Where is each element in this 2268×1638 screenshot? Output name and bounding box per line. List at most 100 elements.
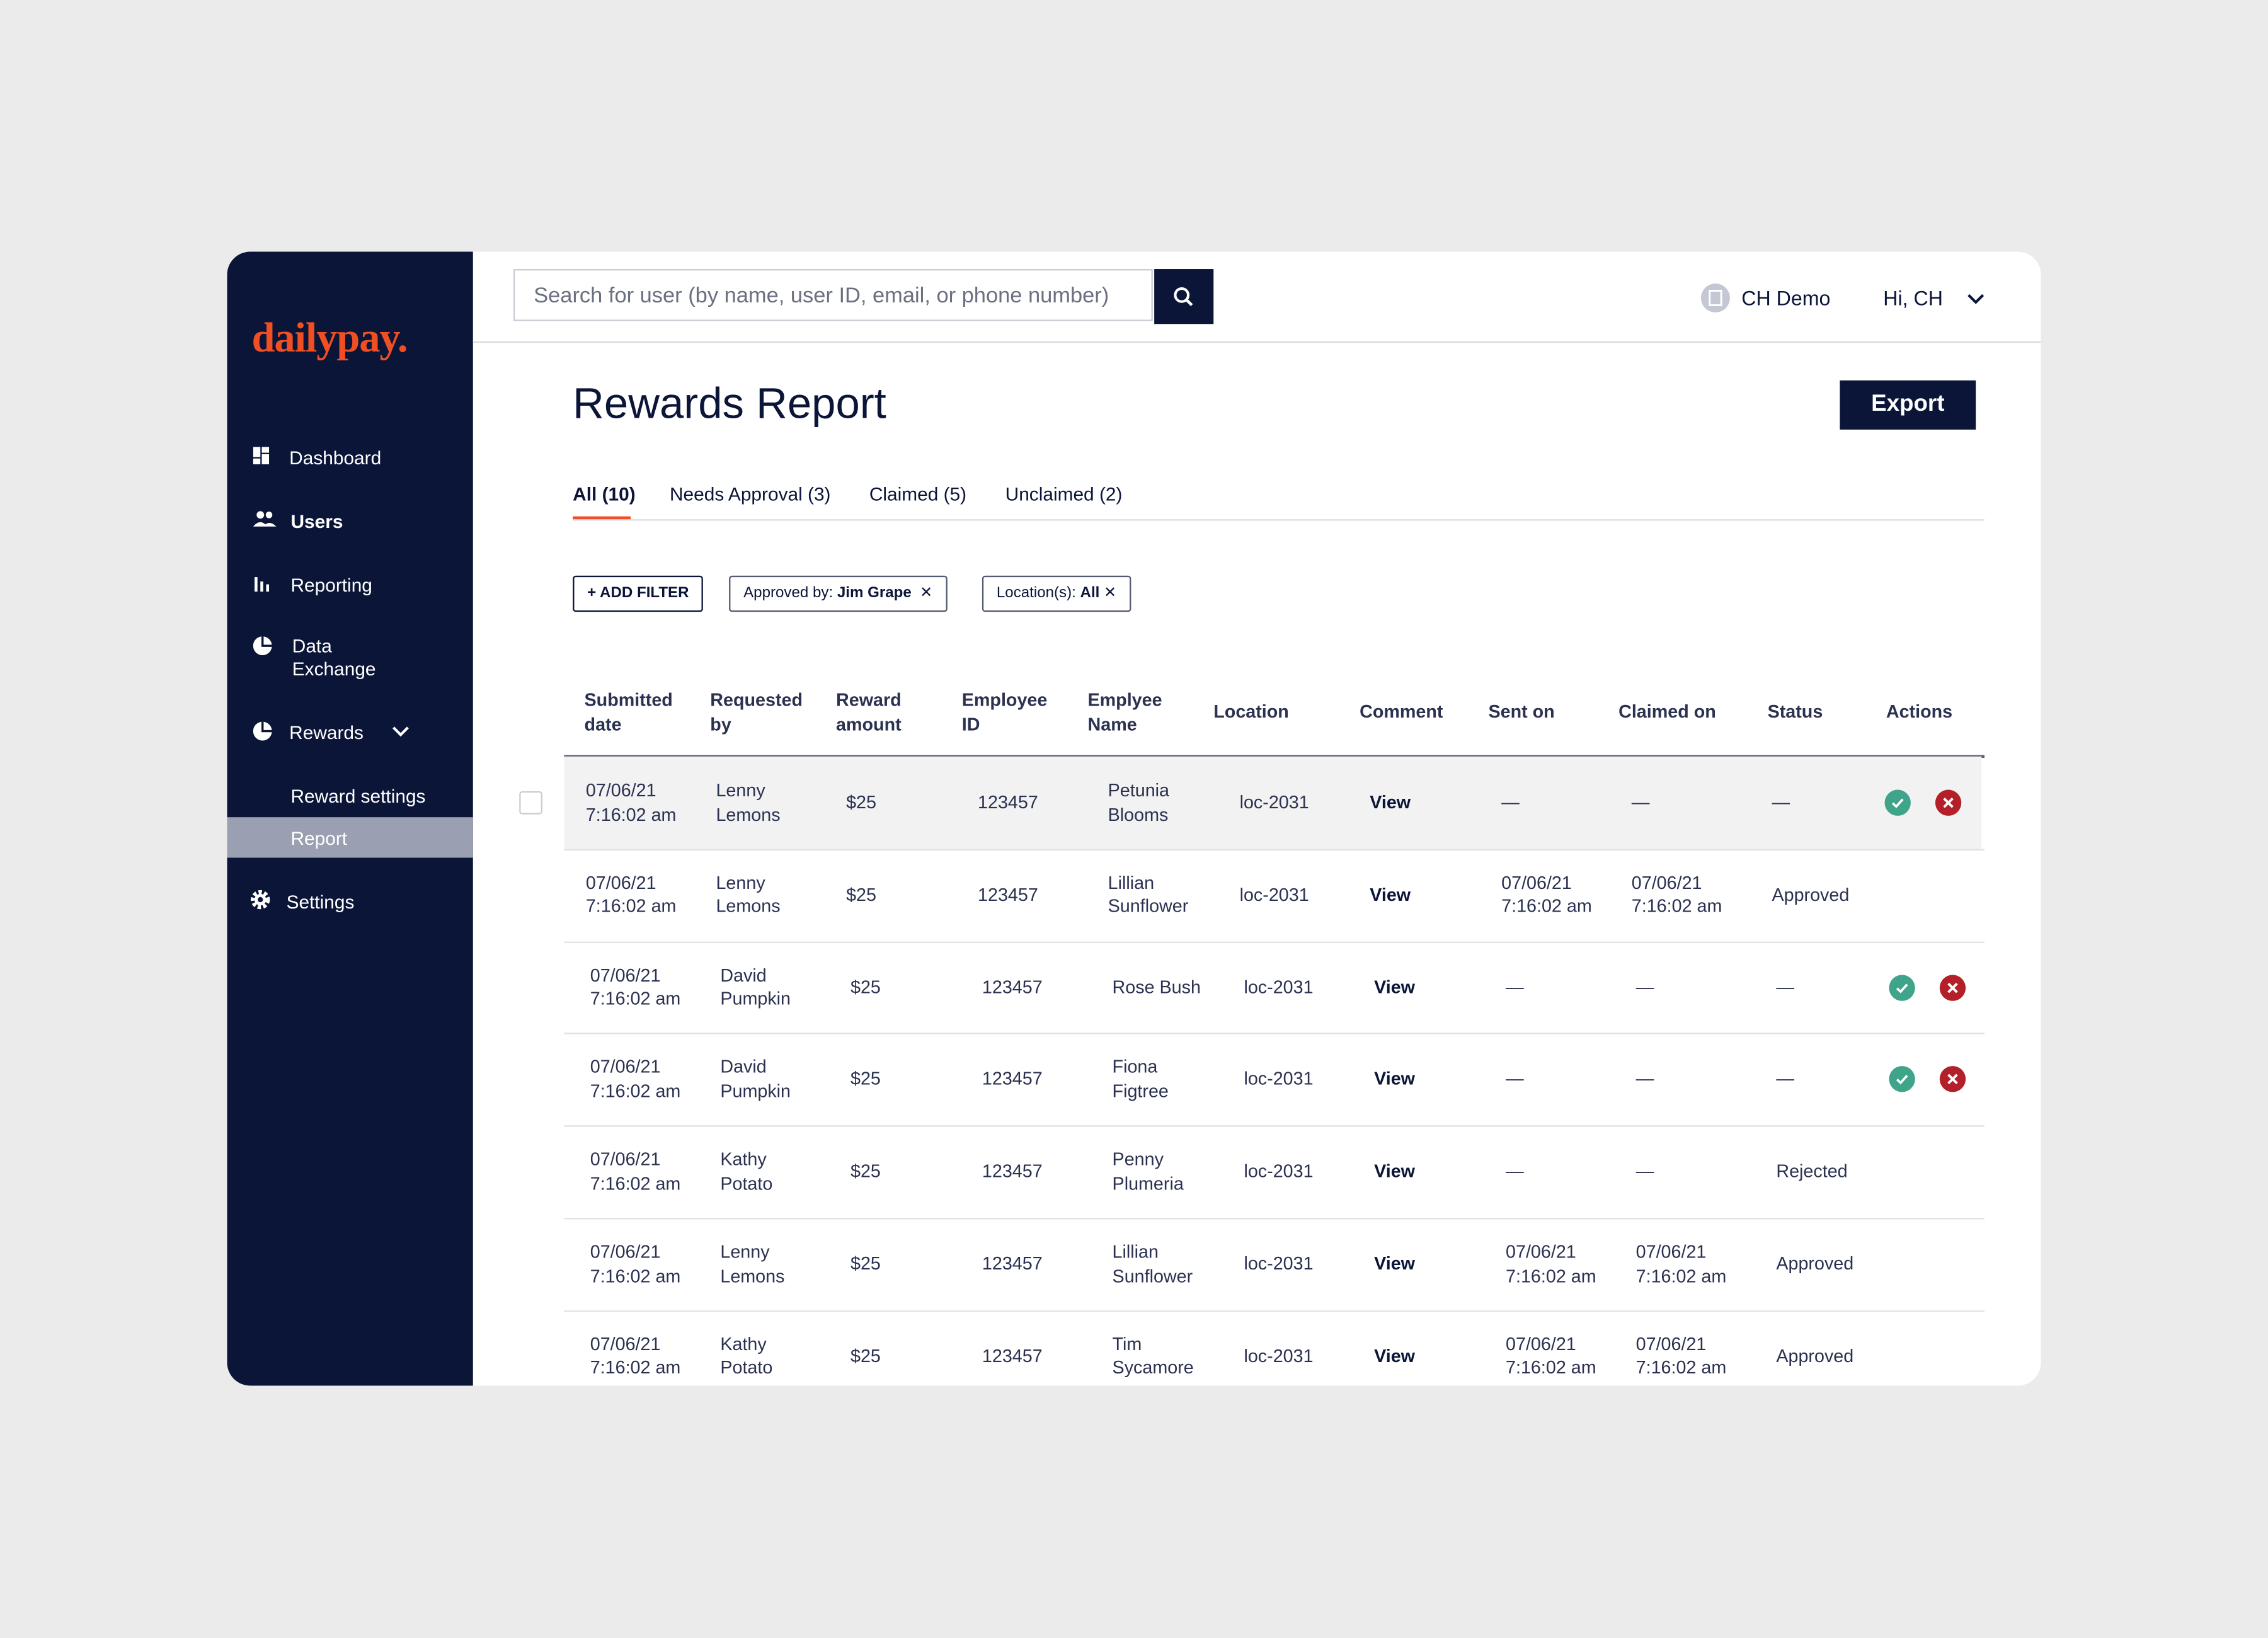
table-cell: 123457 [982,1161,1043,1182]
table-cell: $25 [850,1161,881,1182]
table-cell: 07/06/21 7:16:02 am [585,873,677,917]
export-button[interactable]: Export [1840,380,1976,430]
table-cell: 07/06/21 7:16:02 am [1631,873,1722,917]
table-cell: Lillian Sunflower [1112,1242,1193,1286]
table-cell: Approved [1776,1346,1854,1366]
table-cell: — [1635,1068,1654,1090]
page-title: Rewards Report [573,380,886,428]
nav-label: Dashboard [289,447,382,469]
approve-button[interactable] [1889,974,1915,1000]
row-divider [564,1310,1984,1312]
table-cell: David Pumpkin [720,965,791,1009]
nav-item[interactable]: Users [227,503,472,538]
table-cell: loc-2031 [1244,1346,1314,1366]
row-checkbox[interactable] [519,791,542,815]
row-highlight [564,756,1982,849]
approve-button[interactable] [1884,789,1911,816]
chip-value: Jim Grape [837,584,912,602]
table-cell: Lillian Sunflower [1108,873,1189,917]
table-cell: loc-2031 [1244,1068,1314,1090]
column-header: Actions [1886,701,1953,722]
nav-item[interactable]: Rewards [227,714,472,749]
table-cell: — [1506,1161,1524,1182]
table-cell: loc-2031 [1239,792,1309,813]
table-cell: — [1776,1068,1795,1090]
nav-label: Data Exchange [292,634,376,680]
table-cell: Rose Bush [1112,976,1201,997]
approve-button[interactable] [1889,1066,1915,1093]
reject-button[interactable] [1939,974,1966,1000]
table-cell: loc-2031 [1244,976,1314,997]
table-cell: 07/06/21 7:16:02 am [590,965,681,1009]
table-cell: 07/06/21 7:16:02 am [590,1149,681,1194]
table-cell: — [1776,976,1795,997]
sidebar: dailypay. Dashboard Users Reporting Data… [227,251,473,1386]
search-input[interactable]: Search for user (by name, user ID, email… [513,269,1153,321]
table-cell: $25 [850,976,881,997]
table-cell: $25 [846,792,876,813]
view-link[interactable]: View [1374,1068,1416,1090]
reject-button[interactable] [1935,789,1962,816]
nav-item[interactable]: Data Exchange [227,631,472,689]
table-cell: Approved [1772,885,1850,905]
filter-chip[interactable]: Approved by: Jim Grape ✕ [729,575,948,612]
table-cell: — [1635,1161,1654,1182]
nav-item[interactable]: Settings [227,884,472,919]
table-cell: 07/06/21 7:16:02 am [1635,1334,1727,1378]
nav-item-active[interactable]: Report [227,817,473,858]
nav-item[interactable]: Dashboard [227,440,472,474]
tab[interactable]: Claimed (5) [869,483,967,505]
add-filter-button[interactable]: + ADD FILTER [573,575,704,612]
tab[interactable]: All (10) [573,483,636,505]
row-divider [564,1125,1984,1127]
table-cell: — [1506,1068,1524,1090]
table-cell: 07/06/21 7:16:02 am [1506,1242,1596,1286]
nav-label: Report [290,827,348,849]
view-link[interactable]: View [1374,976,1416,997]
search-button[interactable] [1154,269,1214,324]
user-greeting[interactable]: Hi, CH [1883,286,1943,310]
column-header: Requested by [710,690,803,735]
reject-button[interactable] [1939,1066,1966,1093]
table-cell: $25 [850,1346,881,1366]
nav-item[interactable]: Reporting [227,567,472,602]
column-header: Status [1767,701,1823,722]
table-cell: — [1772,792,1790,813]
table-cell: Approved [1776,1253,1854,1274]
table-cell: David Pumpkin [720,1057,791,1102]
filter-chip[interactable]: Location(s): All ✕ [982,575,1131,612]
view-link[interactable]: View [1370,792,1411,813]
view-link[interactable]: View [1374,1346,1416,1366]
nav-item[interactable]: Reward settings [227,778,472,813]
column-header: Sent on [1488,701,1555,722]
table-cell: Penny Plumeria [1112,1149,1184,1194]
company-name[interactable]: CH Demo [1741,286,1831,310]
table-cell: — [1506,976,1524,997]
table-cell: Kathy Potato [720,1149,773,1194]
table-cell: 123457 [982,1253,1043,1274]
view-link[interactable]: View [1370,885,1411,905]
tab[interactable]: Unclaimed (2) [1005,483,1123,505]
table-cell: Petunia Blooms [1108,780,1170,825]
nav-label: Settings [286,891,355,913]
view-link[interactable]: View [1374,1253,1416,1274]
table-cell: $25 [846,885,876,905]
nav-label: Reporting [290,574,372,596]
table-cell: $25 [850,1068,881,1090]
table-cell: 07/06/21 7:16:02 am [590,1242,681,1286]
table-cell: Lenny Lemons [720,1242,785,1286]
row-divider [564,941,1984,942]
view-link[interactable]: View [1374,1161,1416,1182]
tabs-divider [573,519,1984,521]
add-filter-label: ADD FILTER [600,584,689,602]
row-divider [564,1218,1984,1220]
row-divider [564,1033,1984,1035]
column-header: Employee ID [961,690,1048,735]
tab[interactable]: Needs Approval (3) [670,483,831,505]
table-cell: $25 [850,1253,881,1274]
table-cell: 123457 [978,792,1038,813]
table-cell: 07/06/21 7:16:02 am [1501,873,1592,917]
user-menu-chevron[interactable] [1967,294,1984,305]
nav-label: Users [290,510,343,532]
table-cell: 123457 [982,976,1043,997]
